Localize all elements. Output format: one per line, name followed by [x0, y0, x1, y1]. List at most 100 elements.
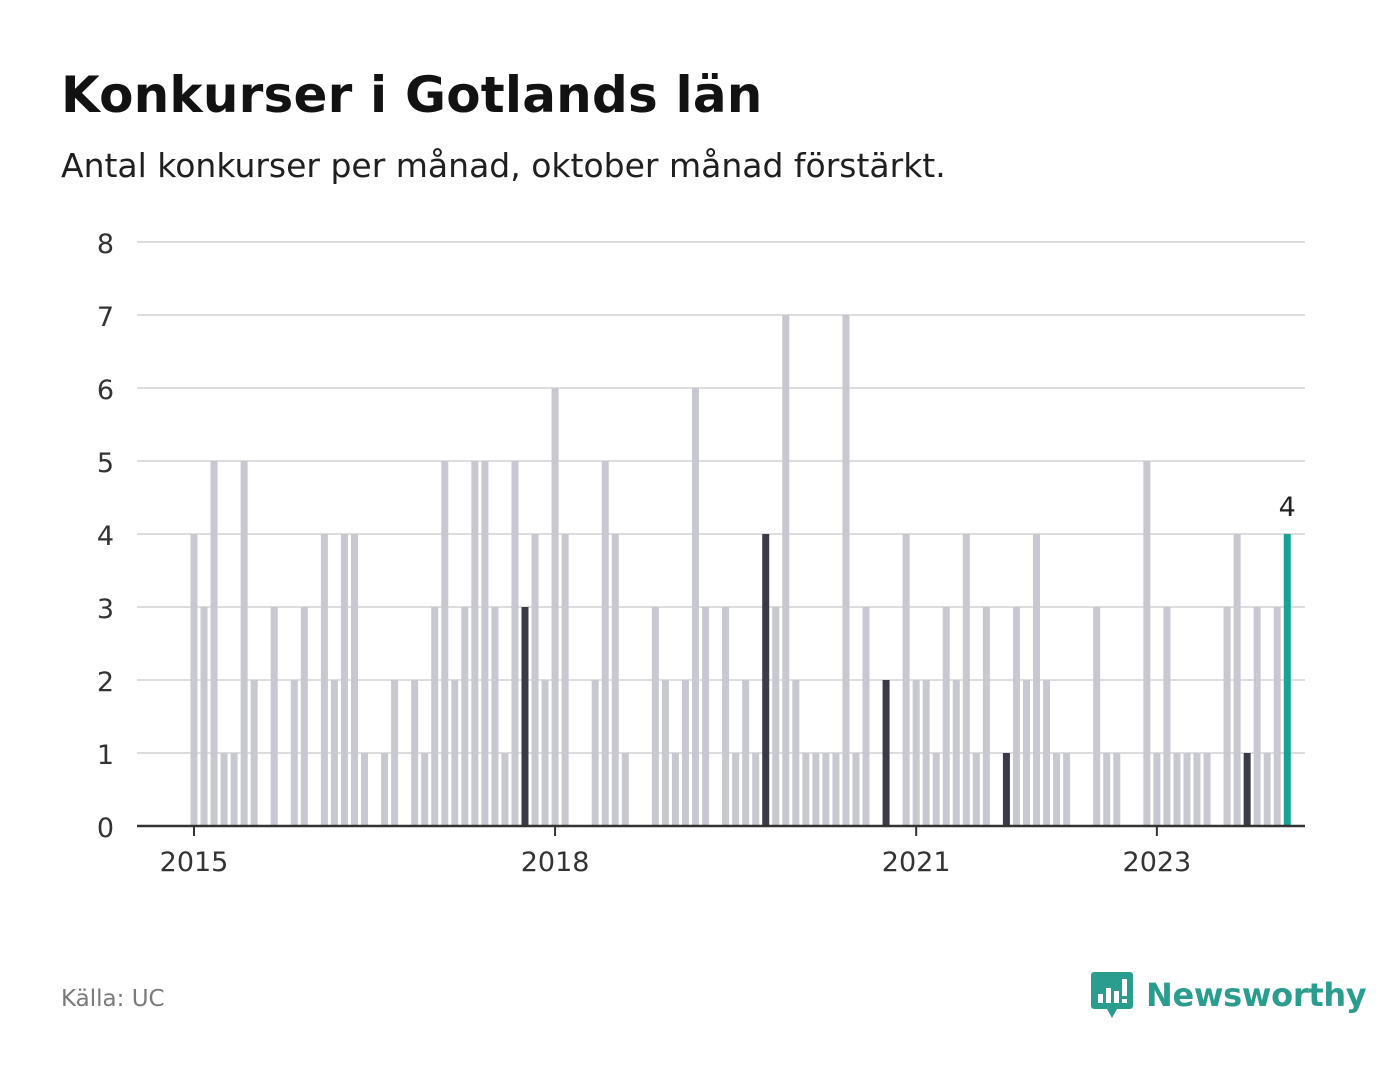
bar	[320, 534, 328, 826]
bar	[270, 607, 278, 826]
bar	[471, 461, 479, 826]
bar	[661, 680, 669, 826]
bar	[952, 680, 960, 826]
y-tick-label: 3	[97, 594, 114, 625]
bar	[1093, 607, 1101, 826]
x-tick-label: 2015	[160, 847, 229, 878]
bar	[1273, 607, 1281, 826]
bar	[1193, 753, 1201, 826]
bar	[551, 388, 559, 826]
bar	[461, 607, 469, 826]
bar	[381, 753, 389, 826]
bar	[1033, 534, 1041, 826]
bar	[942, 607, 950, 826]
x-tick-label: 2023	[1123, 847, 1192, 878]
bar	[982, 607, 990, 826]
bar	[210, 461, 218, 826]
bar	[1183, 753, 1191, 826]
source-note: Källa: UC	[61, 986, 165, 1012]
bar	[932, 753, 940, 826]
bar	[1053, 753, 1061, 826]
bar	[541, 680, 549, 826]
bar	[300, 607, 308, 826]
bar	[1143, 461, 1151, 826]
bar-october	[762, 534, 770, 826]
bar	[782, 315, 790, 826]
bar-chart: 0 1 2 3 4 5 6 7 8 4 2015 2018 2021 2023	[97, 229, 1305, 878]
bar	[792, 680, 800, 826]
bar-october	[1002, 753, 1010, 826]
bar	[681, 680, 689, 826]
bar	[1163, 607, 1171, 826]
bar	[802, 753, 810, 826]
y-tick-label: 0	[97, 813, 114, 844]
bar	[832, 753, 840, 826]
latest-value-label: 4	[1279, 492, 1296, 523]
bar-october	[521, 607, 529, 826]
bar	[842, 315, 850, 826]
bar	[421, 753, 429, 826]
bar	[441, 461, 449, 826]
bar	[350, 534, 358, 826]
bar	[912, 680, 920, 826]
bar	[290, 680, 298, 826]
bar	[1253, 607, 1261, 826]
bar	[1203, 753, 1211, 826]
bar-october	[1243, 753, 1251, 826]
bar	[240, 461, 248, 826]
bar	[481, 461, 489, 826]
bar	[391, 680, 399, 826]
bar	[531, 534, 539, 826]
bar-latest	[1283, 534, 1291, 826]
bar	[230, 753, 238, 826]
y-tick-label: 2	[97, 667, 114, 698]
bar	[1113, 753, 1121, 826]
y-tick-label: 5	[97, 448, 114, 479]
bar	[190, 534, 198, 826]
brand-name: Newsworthy	[1146, 976, 1367, 1014]
x-tick-label: 2021	[882, 847, 951, 878]
chart-subtitle: Antal konkurser per månad, oktober månad…	[61, 146, 946, 185]
newsworthy-logo[interactable]: Newsworthy	[1090, 970, 1367, 1020]
bar	[340, 534, 348, 826]
bar	[431, 607, 439, 826]
bar	[922, 680, 930, 826]
bar	[1223, 607, 1231, 826]
bar	[732, 753, 740, 826]
bar	[601, 461, 609, 826]
y-tick-label: 7	[97, 302, 114, 333]
y-tick-label: 4	[97, 521, 114, 552]
bar	[1043, 680, 1051, 826]
bar	[361, 753, 369, 826]
bar	[651, 607, 659, 826]
bar	[722, 607, 730, 826]
bar	[1012, 607, 1020, 826]
bar	[1263, 753, 1271, 826]
bar	[772, 607, 780, 826]
bar	[822, 753, 830, 826]
bar	[220, 753, 228, 826]
bar	[962, 534, 970, 826]
bar	[862, 607, 870, 826]
y-tick-label: 1	[97, 740, 114, 771]
bar	[561, 534, 569, 826]
bar	[501, 753, 509, 826]
chart-title: Konkurser i Gotlands län	[61, 66, 763, 124]
bar	[812, 753, 820, 826]
bar	[1022, 680, 1030, 826]
y-tick-label: 6	[97, 375, 114, 406]
bar	[1103, 753, 1111, 826]
bar	[451, 680, 459, 826]
bar	[1063, 753, 1071, 826]
bar	[250, 680, 258, 826]
bar	[200, 607, 208, 826]
bar	[1173, 753, 1181, 826]
bar	[752, 753, 760, 826]
bar	[491, 607, 499, 826]
y-tick-label: 8	[97, 229, 114, 260]
bar-october	[882, 680, 890, 826]
bar	[671, 753, 679, 826]
bar	[702, 607, 710, 826]
bar	[972, 753, 980, 826]
bar	[330, 680, 338, 826]
